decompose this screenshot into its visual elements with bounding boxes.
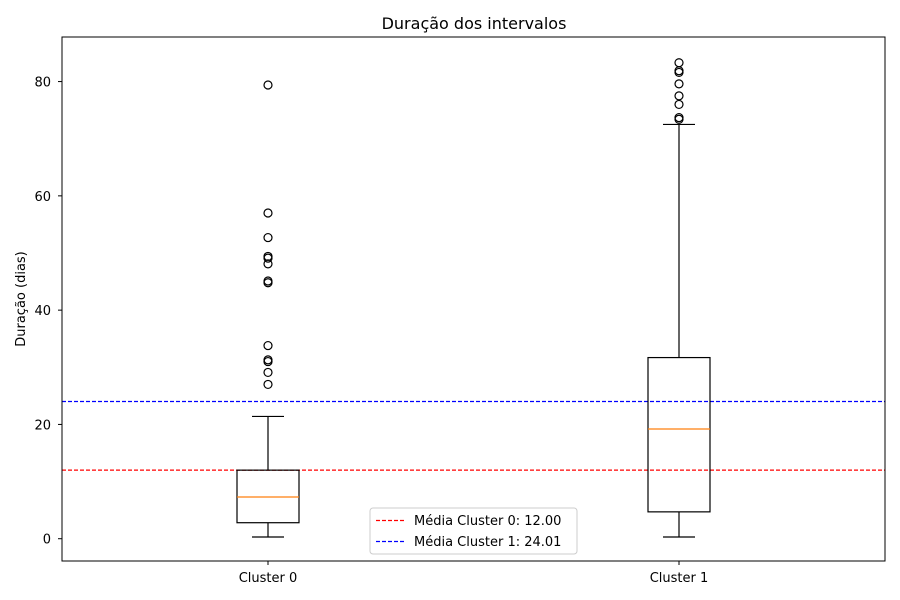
- axis-ticks: 0 20 40 60 80 Cluster 0 Cluster 1: [34, 76, 708, 586]
- legend-label-cluster-1: Média Cluster 1: 24.01: [414, 535, 561, 550]
- iqr-box: [647, 356, 711, 513]
- legend-label-cluster-0: Média Cluster 0: 12.00: [414, 514, 561, 529]
- x-tick-label: Cluster 0: [239, 571, 298, 586]
- y-axis-label: Duração (dias): [14, 251, 29, 347]
- outlier-point: [674, 112, 684, 123]
- y-tick-label: 40: [34, 304, 51, 319]
- outlier-point: [263, 80, 273, 90]
- y-tick-label: 20: [34, 418, 51, 433]
- y-tick-label: 60: [34, 190, 51, 205]
- y-tick-label: 80: [34, 76, 51, 91]
- legend-frame: [369, 507, 578, 555]
- outlier-point: [263, 367, 273, 378]
- outlier-point: [263, 208, 273, 218]
- x-tick-label: Cluster 1: [650, 571, 709, 586]
- outlier-point: [674, 79, 684, 89]
- outlier-point: [263, 232, 273, 243]
- chart-title: Duração dos intervalos: [382, 14, 567, 33]
- y-tick-label: 0: [43, 533, 51, 548]
- outlier-point: [263, 276, 273, 286]
- legend: Média Cluster 0: 12.00 Média Cluster 1: …: [369, 507, 578, 555]
- outlier-point: [674, 58, 684, 68]
- box-cluster-1: [647, 58, 711, 538]
- outlier-point: [674, 91, 684, 101]
- box-cluster-0: [236, 80, 300, 538]
- outlier-point: [263, 251, 273, 262]
- plot-frame: [61, 36, 886, 562]
- outlier-point: [263, 340, 273, 351]
- outlier-point: [674, 99, 684, 110]
- outlier-point: [263, 379, 273, 390]
- plot-area: [62, 58, 885, 538]
- outlier-point: [263, 355, 273, 365]
